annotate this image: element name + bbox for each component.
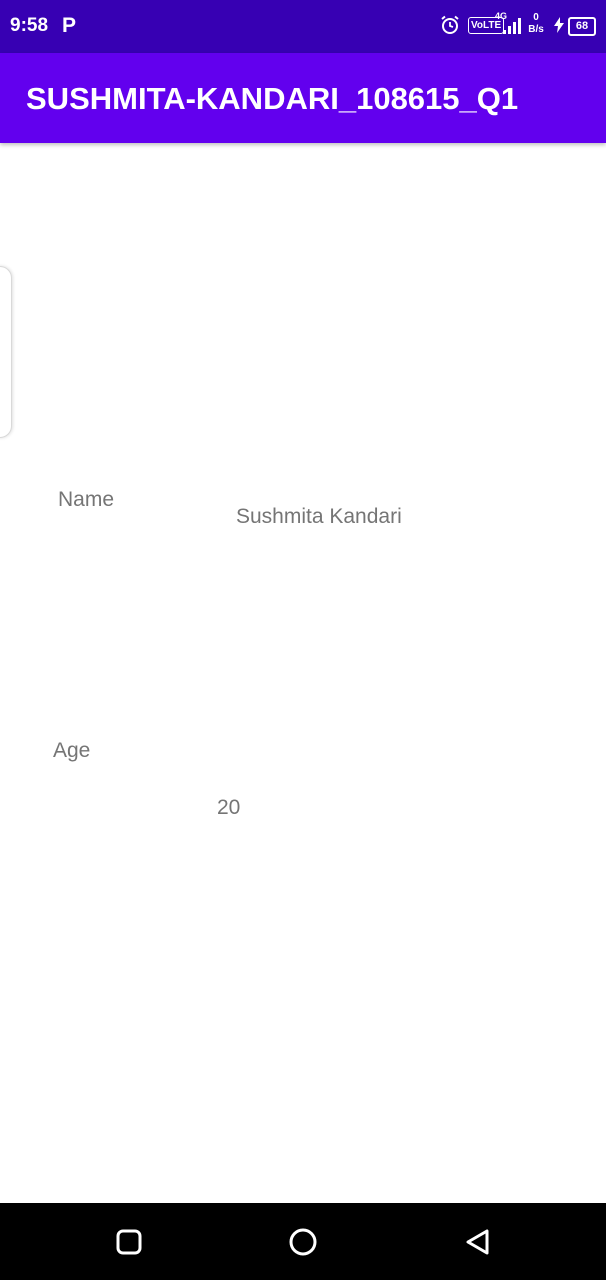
status-bar: 9:58 P VoLTE 4G 0 B/s 68 [0,0,606,53]
network-speed-value: 0 [533,12,539,23]
battery-level: 68 [568,17,596,36]
app-title: SUSHMITA-KANDARI_108615_Q1 [26,81,519,116]
navigation-bar [0,1203,606,1280]
age-label: Age [53,739,91,762]
edge-card [0,266,12,438]
home-icon[interactable] [288,1227,318,1257]
recents-icon[interactable] [114,1227,144,1257]
status-time: 9:58 [10,15,49,36]
signal-icon [503,18,521,34]
back-icon[interactable] [463,1227,493,1257]
charging-icon [554,17,564,33]
name-value: Sushmita Kandari [236,505,402,528]
network-speed: 0 B/s [525,12,547,36]
app-bar: SUSHMITA-KANDARI_108615_Q1 [0,53,606,143]
parking-app-icon: P [62,14,77,37]
name-label: Name [58,488,115,511]
volte-badge: VoLTE [468,17,505,34]
network-type: 4G [495,11,508,21]
network-speed-unit: B/s [528,24,544,35]
alarm-icon [441,15,459,34]
age-value: 20 [217,796,241,819]
